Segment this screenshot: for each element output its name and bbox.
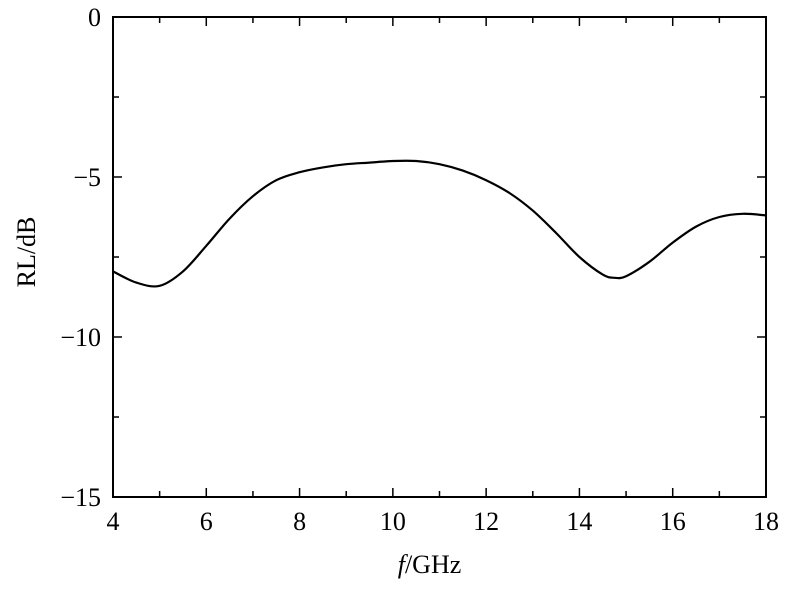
x-tick-labels: 4 6 8 10 12 14 16 18 [107,507,780,536]
plot-frame [112,16,767,498]
x-tick-label: 4 [107,507,120,536]
x-tick-label: 12 [473,507,499,536]
x-tick-label: 10 [380,507,406,536]
y-axis-title: RL/dB [12,217,41,288]
y-tick-label: −10 [60,323,101,352]
x-tick-label: 18 [753,507,779,536]
x-axis-title: f/GHz [398,550,462,579]
x-tick-label: 14 [566,507,592,536]
x-axis-title-unit: /GHz [405,550,461,579]
x-tick-label: 16 [660,507,686,536]
x-tick-label: 8 [293,507,306,536]
y-tick-label: 0 [88,3,101,32]
x-tick-label: 6 [200,507,213,536]
y-tick-label: −15 [60,483,101,512]
x-axis-title-italic: f [398,550,409,579]
y-tick-labels: 0 −5 −10 −15 [60,3,101,512]
axis-ticks [112,16,767,498]
y-tick-label: −5 [73,163,101,192]
rl-curve [112,159,767,288]
